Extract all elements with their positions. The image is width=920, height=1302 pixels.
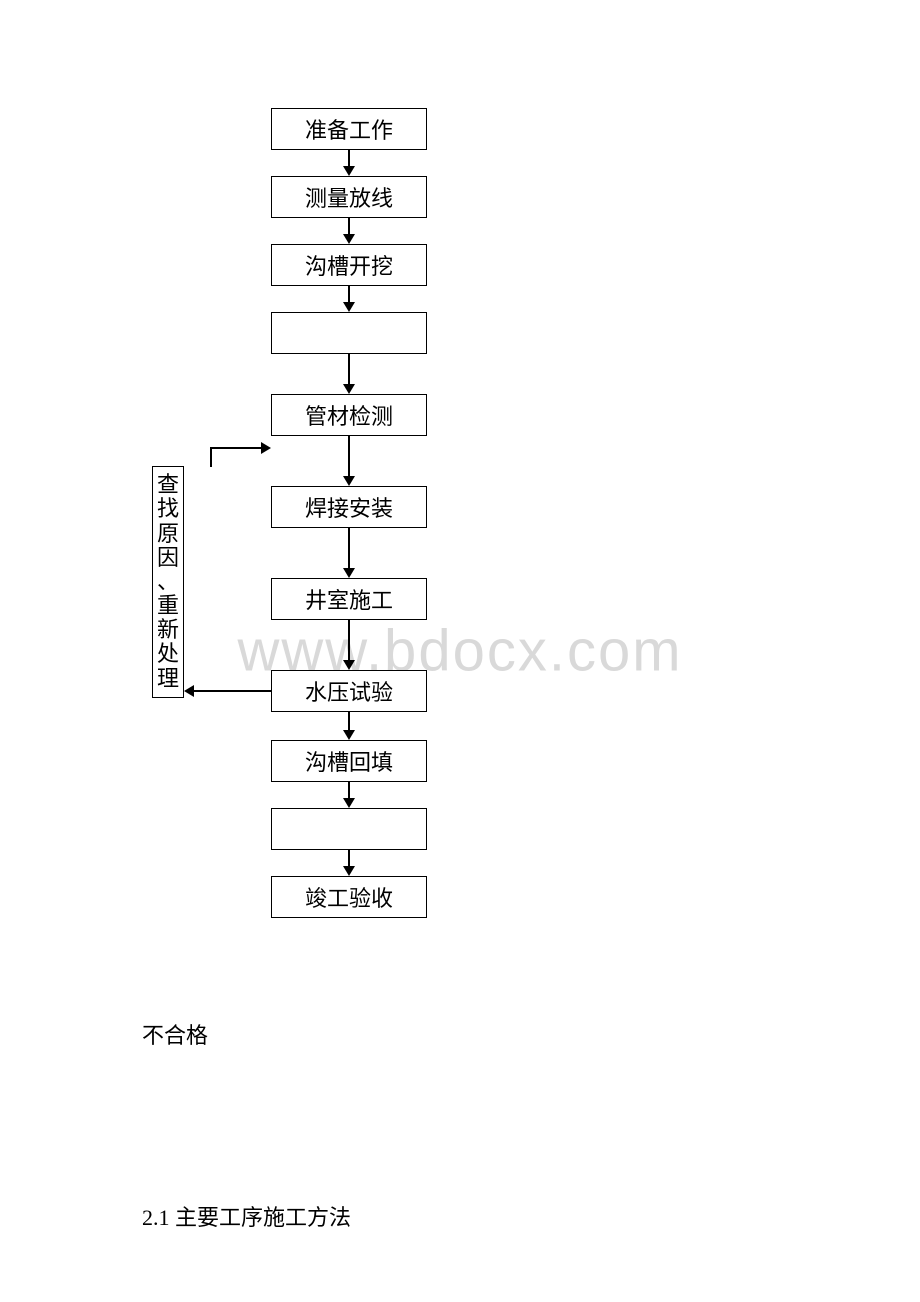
edge-line [348, 286, 350, 303]
node-label: 准备工作 [305, 113, 393, 145]
node-label: 水压试验 [305, 675, 393, 707]
arrow-down-icon [343, 660, 355, 670]
arrow-down-icon [343, 568, 355, 578]
arrow-down-icon [343, 866, 355, 876]
edge-line [194, 690, 271, 692]
feedback-char: 重 [157, 594, 179, 618]
edge-line [348, 620, 350, 661]
edge-line [210, 447, 212, 467]
edge-line [348, 782, 350, 799]
arrow-right-icon [261, 442, 271, 454]
node-label: 管材检测 [305, 399, 393, 431]
arrow-down-icon [343, 384, 355, 394]
flow-node-backfill: 沟槽回填 [271, 740, 427, 782]
node-label: 井室施工 [305, 583, 393, 615]
node-label: 焊接安装 [305, 491, 393, 523]
edge-line [348, 354, 350, 385]
flow-node-survey: 测量放线 [271, 176, 427, 218]
flow-node-welding: 焊接安装 [271, 486, 427, 528]
arrow-left-icon [184, 685, 194, 697]
feedback-char: 原 [157, 522, 179, 546]
feedback-char: 因 [157, 546, 179, 570]
edge-line [348, 850, 350, 867]
arrow-down-icon [343, 476, 355, 486]
edge-line [348, 712, 350, 731]
feedback-char: 、 [157, 570, 179, 594]
flow-node-trench: 沟槽开挖 [271, 244, 427, 286]
flow-node-pipe-test: 管材检测 [271, 394, 427, 436]
fail-label: 不合格 [142, 1018, 208, 1050]
flow-node-prepare: 准备工作 [271, 108, 427, 150]
node-label: 测量放线 [305, 181, 393, 213]
feedback-char: 查 [157, 473, 179, 497]
node-label: 竣工验收 [305, 881, 393, 913]
feedback-char: 处 [157, 642, 179, 666]
flow-node-well: 井室施工 [271, 578, 427, 620]
edge-line [210, 447, 261, 449]
arrow-down-icon [343, 302, 355, 312]
node-label: 沟槽回填 [305, 745, 393, 777]
flow-node-empty-2 [271, 808, 427, 850]
edge-line [348, 528, 350, 569]
feedback-char: 理 [157, 667, 179, 691]
edge-line [348, 218, 350, 235]
feedback-char: 找 [157, 497, 179, 521]
flow-node-pressure-test: 水压试验 [271, 670, 427, 712]
node-label: 沟槽开挖 [305, 249, 393, 281]
flow-node-acceptance: 竣工验收 [271, 876, 427, 918]
edge-line [348, 436, 350, 477]
arrow-down-icon [343, 730, 355, 740]
arrow-down-icon [343, 234, 355, 244]
edge-line [348, 150, 350, 167]
arrow-down-icon [343, 166, 355, 176]
arrow-down-icon [343, 798, 355, 808]
flowchart-container: 准备工作 测量放线 沟槽开挖 管材检测 焊接安装 井室施工 水压试验 沟槽回填 … [0, 0, 920, 930]
flow-node-empty-1 [271, 312, 427, 354]
flow-node-feedback: 查 找 原 因 、 重 新 处 理 [152, 466, 184, 698]
section-heading: 2.1 主要工序施工方法 [142, 1200, 351, 1232]
feedback-char: 新 [157, 618, 179, 642]
